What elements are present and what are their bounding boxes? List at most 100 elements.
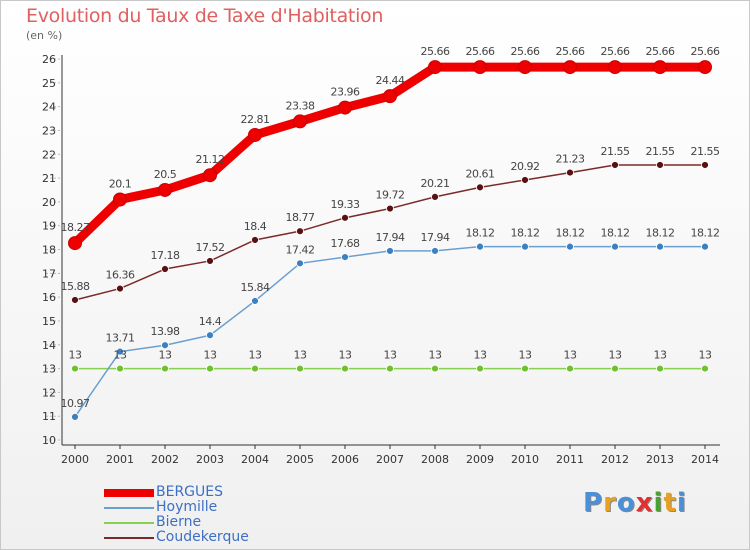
data-point-coudekerque [521, 176, 529, 184]
data-label-hoymille: 18.12 [646, 227, 675, 240]
data-point-bergues [518, 60, 532, 75]
data-point-hoymille [521, 242, 529, 251]
data-label-bergues: 25.66 [511, 45, 540, 58]
data-label-coudekerque: 21.55 [691, 145, 720, 158]
x-tick-label: 2001 [106, 453, 134, 466]
legend-label-coudekerque: Coudekerque [156, 529, 249, 545]
data-label-bierne: 13 [69, 349, 82, 362]
x-tick-label: 2000 [61, 453, 89, 466]
x-tick-label: 2002 [151, 453, 179, 466]
data-label-bergues: 25.66 [691, 45, 720, 58]
data-label-bergues: 20.1 [109, 177, 132, 190]
y-tick-label: 24 [42, 101, 56, 114]
x-tick-label: 2005 [286, 453, 314, 466]
logo-letter: i [676, 488, 687, 518]
data-point-bierne [251, 364, 259, 373]
data-point-hoymille [296, 259, 304, 268]
y-tick-label: 18 [42, 244, 56, 257]
logo-letter: r [603, 488, 617, 518]
data-point-bergues [563, 60, 577, 75]
y-tick-label: 26 [42, 53, 56, 66]
data-point-bierne [116, 364, 124, 373]
data-label-coudekerque: 20.92 [511, 160, 540, 173]
data-label-hoymille: 18.12 [556, 227, 585, 240]
x-tick-label: 2008 [421, 453, 449, 466]
data-label-coudekerque: 21.55 [646, 145, 675, 158]
data-point-bergues [158, 182, 172, 197]
data-label-coudekerque: 21.55 [601, 145, 630, 158]
data-label-hoymille: 18.12 [691, 227, 720, 240]
data-point-coudekerque [611, 161, 619, 169]
data-point-coudekerque [431, 192, 439, 201]
data-label-bierne: 13 [699, 349, 712, 362]
x-tick-label: 2007 [376, 453, 404, 466]
data-point-bierne [341, 364, 349, 373]
x-tick-label: 2009 [466, 453, 494, 466]
data-point-hoymille [386, 247, 394, 255]
data-label-coudekerque: 18.4 [244, 220, 267, 233]
data-label-bierne: 13 [564, 349, 577, 362]
data-point-bierne [206, 364, 214, 373]
x-tick-label: 2012 [601, 453, 629, 466]
x-tick-label: 2014 [691, 453, 719, 466]
data-label-bierne: 13 [159, 349, 172, 362]
legend-label-bergues: BERGUES [156, 484, 224, 500]
y-tick-label: 21 [42, 172, 56, 185]
data-label-coudekerque: 19.72 [376, 189, 405, 202]
data-point-bergues [698, 60, 712, 75]
data-label-bergues: 23.38 [286, 99, 315, 112]
data-point-coudekerque [161, 265, 169, 273]
data-label-coudekerque: 17.18 [151, 249, 180, 262]
data-point-bierne [611, 364, 619, 373]
data-label-bierne: 13 [339, 349, 352, 362]
data-point-bierne [476, 364, 484, 373]
data-point-bierne [701, 364, 709, 373]
chart-title: Evolution du Taux de Taxe d'Habitation [26, 5, 384, 27]
data-point-bierne [656, 364, 664, 373]
data-point-bergues [338, 100, 352, 115]
data-label-bierne: 13 [429, 349, 442, 362]
y-tick-label: 13 [42, 363, 56, 376]
data-label-bergues: 23.96 [331, 86, 360, 99]
data-point-coudekerque [701, 161, 709, 169]
data-label-bierne: 13 [294, 349, 307, 362]
data-point-hoymille [656, 242, 664, 251]
logo-letter: P [583, 488, 604, 518]
data-point-bierne [71, 364, 79, 373]
data-label-coudekerque: 17.52 [196, 241, 225, 254]
data-point-hoymille [161, 341, 169, 350]
data-label-bierne: 13 [249, 349, 262, 362]
chart-subtitle: (en %) [26, 29, 63, 42]
data-point-bierne [431, 364, 439, 373]
legend-swatch-coudekerque [104, 537, 154, 539]
data-point-bierne [386, 364, 394, 373]
data-point-hoymille [206, 331, 214, 340]
proxiti-logo: Proxiti [583, 488, 687, 518]
y-tick-label: 17 [42, 267, 56, 280]
data-point-bergues [428, 60, 442, 75]
data-point-bierne [161, 364, 169, 373]
data-label-bierne: 13 [114, 349, 127, 362]
data-point-hoymille [116, 347, 124, 356]
y-tick-label: 10 [42, 434, 56, 447]
data-label-coudekerque: 19.33 [331, 198, 360, 211]
y-tick-label: 16 [42, 291, 56, 304]
data-point-hoymille [476, 242, 484, 251]
data-point-bierne [521, 364, 529, 373]
y-tick-label: 15 [42, 315, 56, 328]
y-tick-label: 12 [42, 386, 56, 399]
data-point-bergues [248, 127, 262, 142]
data-point-hoymille [251, 297, 259, 305]
data-label-bierne: 13 [384, 349, 397, 362]
data-point-bergues [203, 168, 217, 183]
data-label-hoymille: 14.4 [199, 315, 222, 328]
data-point-coudekerque [251, 236, 259, 244]
legend-label-hoymille: Hoymille [156, 499, 218, 515]
data-point-hoymille [71, 413, 79, 421]
legend-swatch-bierne [104, 522, 154, 524]
data-point-coudekerque [296, 227, 304, 236]
data-label-hoymille: 17.94 [421, 231, 450, 244]
data-point-bergues [608, 60, 622, 75]
x-tick-label: 2004 [241, 453, 269, 466]
data-label-coudekerque: 21.23 [556, 153, 585, 166]
